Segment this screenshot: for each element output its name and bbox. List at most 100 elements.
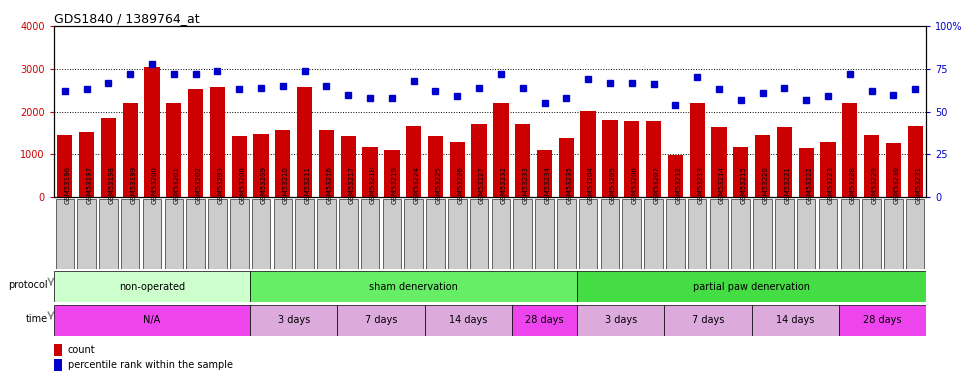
Text: GSM53208: GSM53208	[239, 166, 245, 204]
Text: GSM53199: GSM53199	[130, 166, 136, 204]
Text: GSM53229: GSM53229	[871, 166, 877, 204]
Bar	[254, 134, 269, 197]
Bar	[231, 136, 247, 197]
Text: GSM53202: GSM53202	[196, 166, 202, 204]
Text: GSM53205: GSM53205	[610, 166, 615, 204]
Bar	[907, 126, 923, 197]
Text: GSM53206: GSM53206	[632, 166, 638, 204]
Bar	[54, 271, 250, 302]
Text: GSM53212: GSM53212	[675, 166, 681, 204]
Text: GSM53203: GSM53203	[218, 166, 223, 204]
Text: GSM53225: GSM53225	[435, 166, 441, 204]
Bar	[755, 135, 770, 197]
Bar	[337, 305, 424, 336]
Bar	[864, 135, 879, 197]
Text: GSM53219: GSM53219	[392, 166, 398, 204]
Bar	[579, 199, 598, 269]
Bar	[799, 148, 813, 197]
Bar	[318, 199, 336, 269]
Bar	[406, 126, 421, 197]
Bar	[622, 199, 641, 269]
Text: GSM53207: GSM53207	[654, 166, 660, 204]
Bar	[363, 147, 377, 197]
Bar	[122, 103, 138, 197]
Text: partial paw denervation: partial paw denervation	[693, 282, 810, 291]
Text: GDS1840 / 1389764_at: GDS1840 / 1389764_at	[54, 12, 200, 25]
Bar	[471, 124, 487, 197]
Text: GSM53197: GSM53197	[86, 166, 92, 204]
Bar	[601, 199, 619, 269]
Bar	[775, 199, 794, 269]
Bar	[250, 305, 337, 336]
Bar	[577, 305, 664, 336]
Text: 3 days: 3 days	[605, 315, 637, 325]
Text: GSM53198: GSM53198	[109, 166, 115, 204]
Bar	[557, 199, 575, 269]
Bar	[603, 120, 617, 197]
Bar	[339, 199, 358, 269]
Text: GSM53200: GSM53200	[152, 166, 158, 204]
Bar	[559, 138, 574, 197]
Text: 14 days: 14 days	[449, 315, 487, 325]
Bar	[731, 199, 750, 269]
Text: GSM53232: GSM53232	[501, 166, 507, 204]
Text: count: count	[68, 345, 95, 355]
Text: GSM53231: GSM53231	[915, 166, 921, 204]
Text: GSM53209: GSM53209	[261, 166, 267, 204]
Text: GSM53214: GSM53214	[719, 166, 725, 204]
Bar	[469, 199, 488, 269]
Bar	[514, 199, 532, 269]
Bar	[644, 199, 662, 269]
Text: GSM53230: GSM53230	[894, 166, 900, 204]
Bar	[382, 199, 401, 269]
Bar	[577, 271, 926, 302]
Bar	[295, 199, 314, 269]
Bar	[512, 305, 577, 336]
Text: time: time	[25, 314, 48, 324]
Bar	[405, 199, 423, 269]
Text: GSM53218: GSM53218	[370, 166, 376, 204]
Text: 3 days: 3 days	[277, 315, 310, 325]
Text: GSM53228: GSM53228	[850, 166, 856, 204]
Bar	[208, 199, 226, 269]
Bar	[56, 199, 74, 269]
Text: GSM53234: GSM53234	[545, 166, 551, 204]
Bar	[580, 111, 596, 197]
Bar	[711, 127, 726, 197]
Bar	[884, 199, 903, 269]
Bar	[252, 199, 270, 269]
Bar	[664, 305, 752, 336]
Bar	[250, 271, 577, 302]
Text: GSM53226: GSM53226	[458, 166, 464, 204]
Bar	[167, 103, 181, 197]
Bar	[537, 150, 552, 197]
Text: GSM53221: GSM53221	[784, 166, 790, 204]
Text: GSM53220: GSM53220	[762, 166, 768, 204]
Bar	[384, 150, 400, 197]
Bar	[688, 199, 707, 269]
Bar	[646, 122, 662, 197]
Text: GSM53196: GSM53196	[65, 166, 71, 204]
Text: GSM53213: GSM53213	[697, 166, 703, 204]
Bar	[121, 199, 139, 269]
Bar	[818, 199, 837, 269]
Bar	[210, 87, 225, 197]
Bar	[275, 130, 290, 197]
Text: GSM53235: GSM53235	[566, 166, 572, 204]
Bar	[54, 359, 63, 370]
Bar	[492, 199, 511, 269]
Text: GSM53216: GSM53216	[326, 166, 332, 204]
Text: 14 days: 14 days	[776, 315, 814, 325]
Text: GSM53223: GSM53223	[828, 166, 834, 204]
Bar	[186, 199, 205, 269]
Text: GSM53201: GSM53201	[173, 166, 179, 204]
Text: GSM53210: GSM53210	[283, 166, 289, 204]
Text: GSM53217: GSM53217	[348, 166, 354, 204]
Bar	[448, 199, 466, 269]
Bar	[101, 117, 116, 197]
Bar	[428, 136, 443, 197]
Bar	[77, 199, 96, 269]
Text: 28 days: 28 days	[863, 315, 902, 325]
Bar	[341, 136, 356, 197]
Bar	[535, 199, 554, 269]
